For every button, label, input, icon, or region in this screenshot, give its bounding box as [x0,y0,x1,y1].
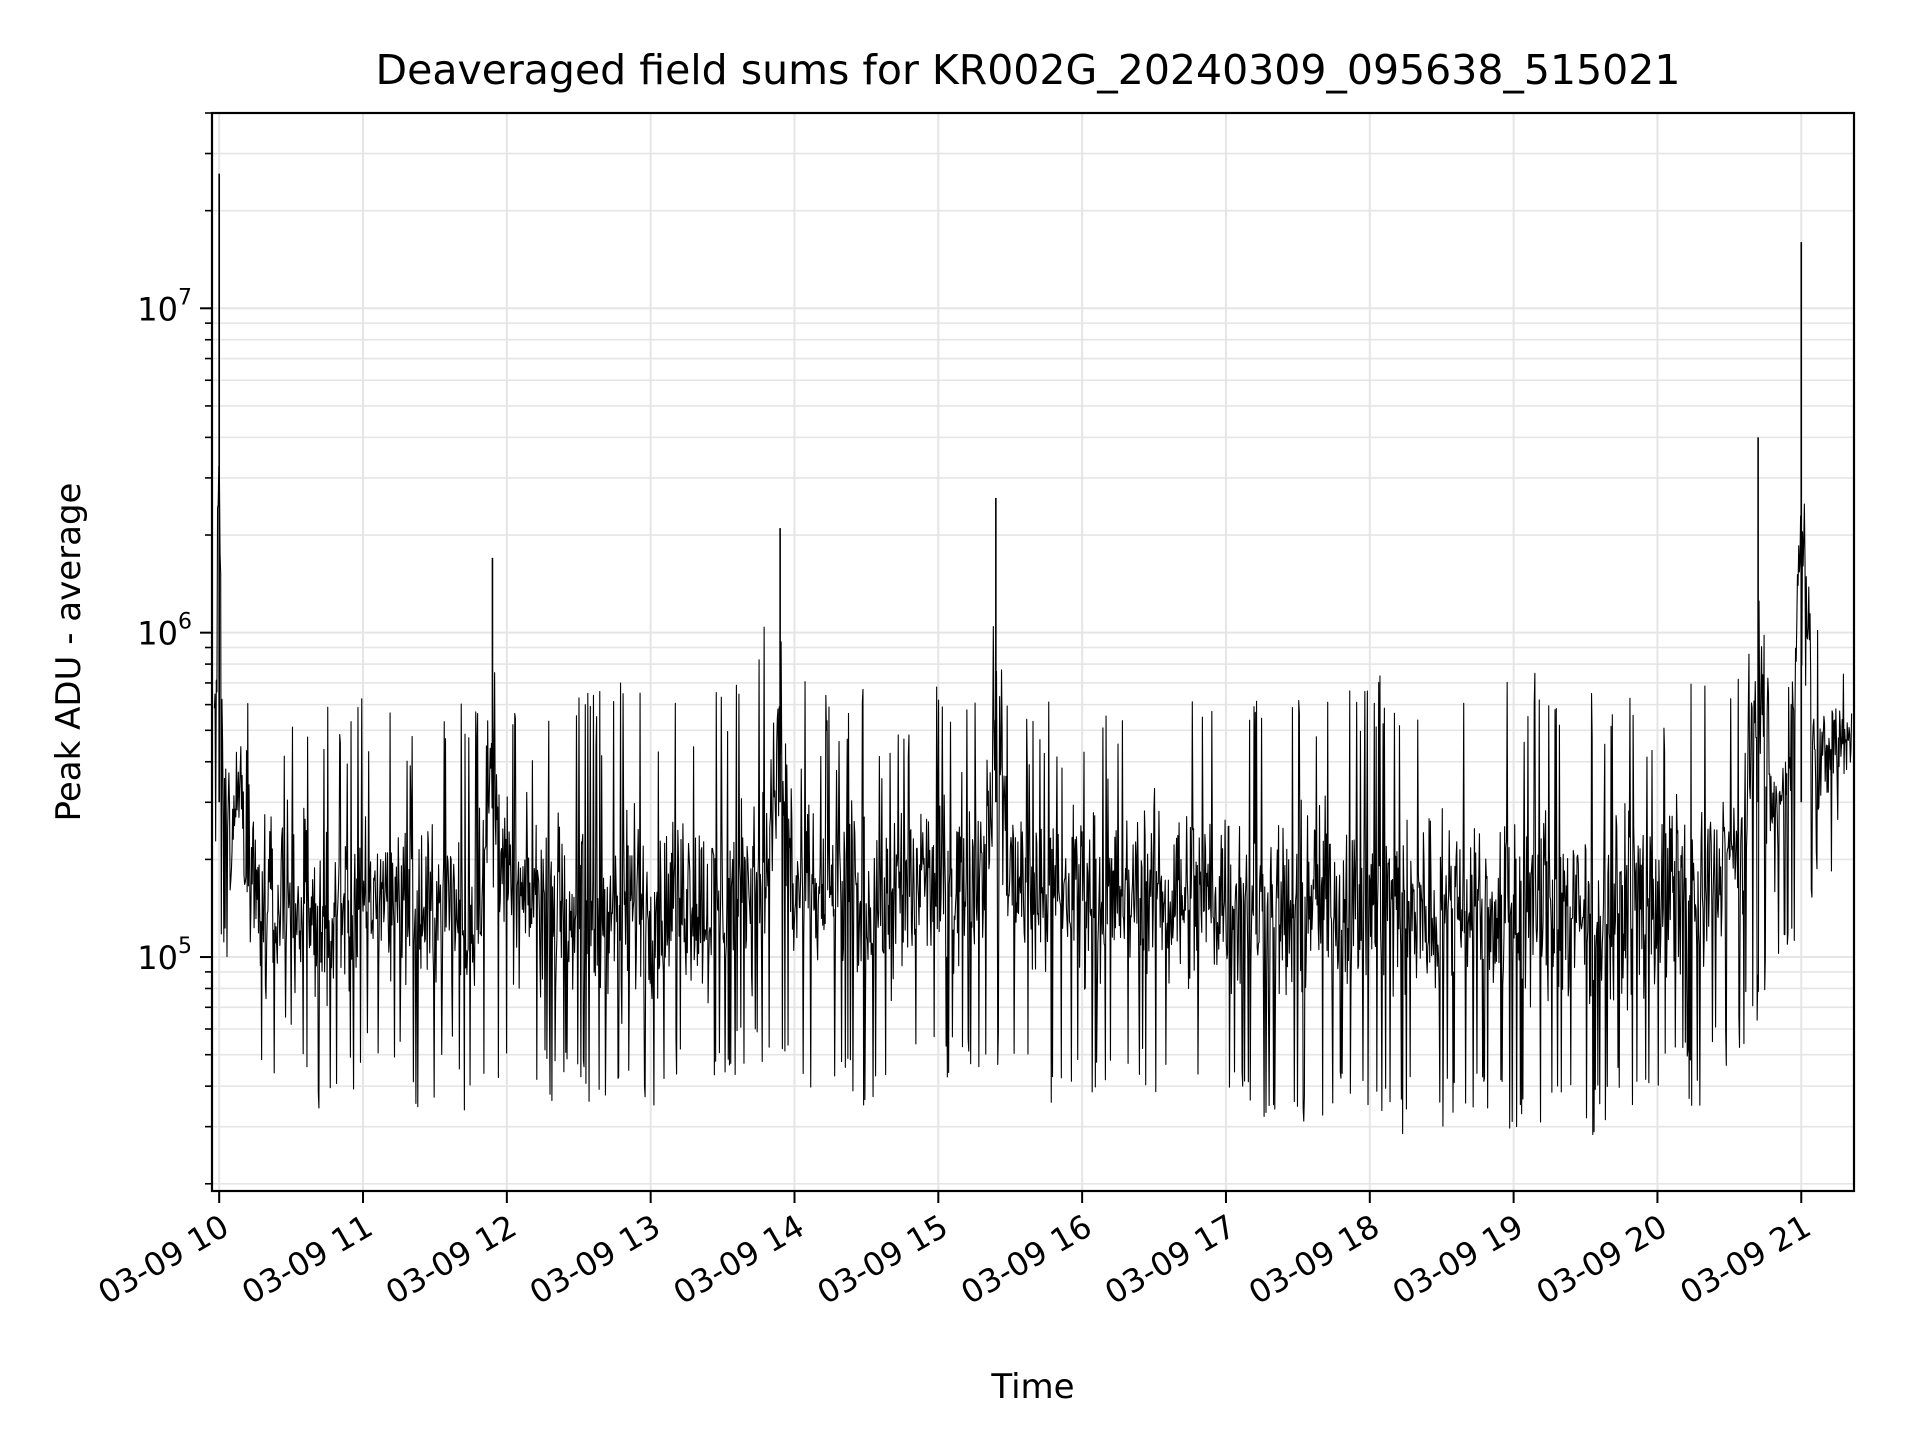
plot-frame [210,111,1856,1193]
series-line-group [213,173,1853,1136]
chart-title: Deaveraged field sums for KR002G_2024030… [376,46,1681,94]
y-tick-label: 105 [137,934,192,977]
y-axis-label: Peak ADU - average [49,483,89,822]
y-tick-label: 107 [137,285,192,328]
series-line [213,465,1853,1136]
x-axis-label: Time [990,1367,1074,1407]
y-axis: 105 106 107 [137,112,212,1185]
y-tick-label: 106 [137,610,192,653]
